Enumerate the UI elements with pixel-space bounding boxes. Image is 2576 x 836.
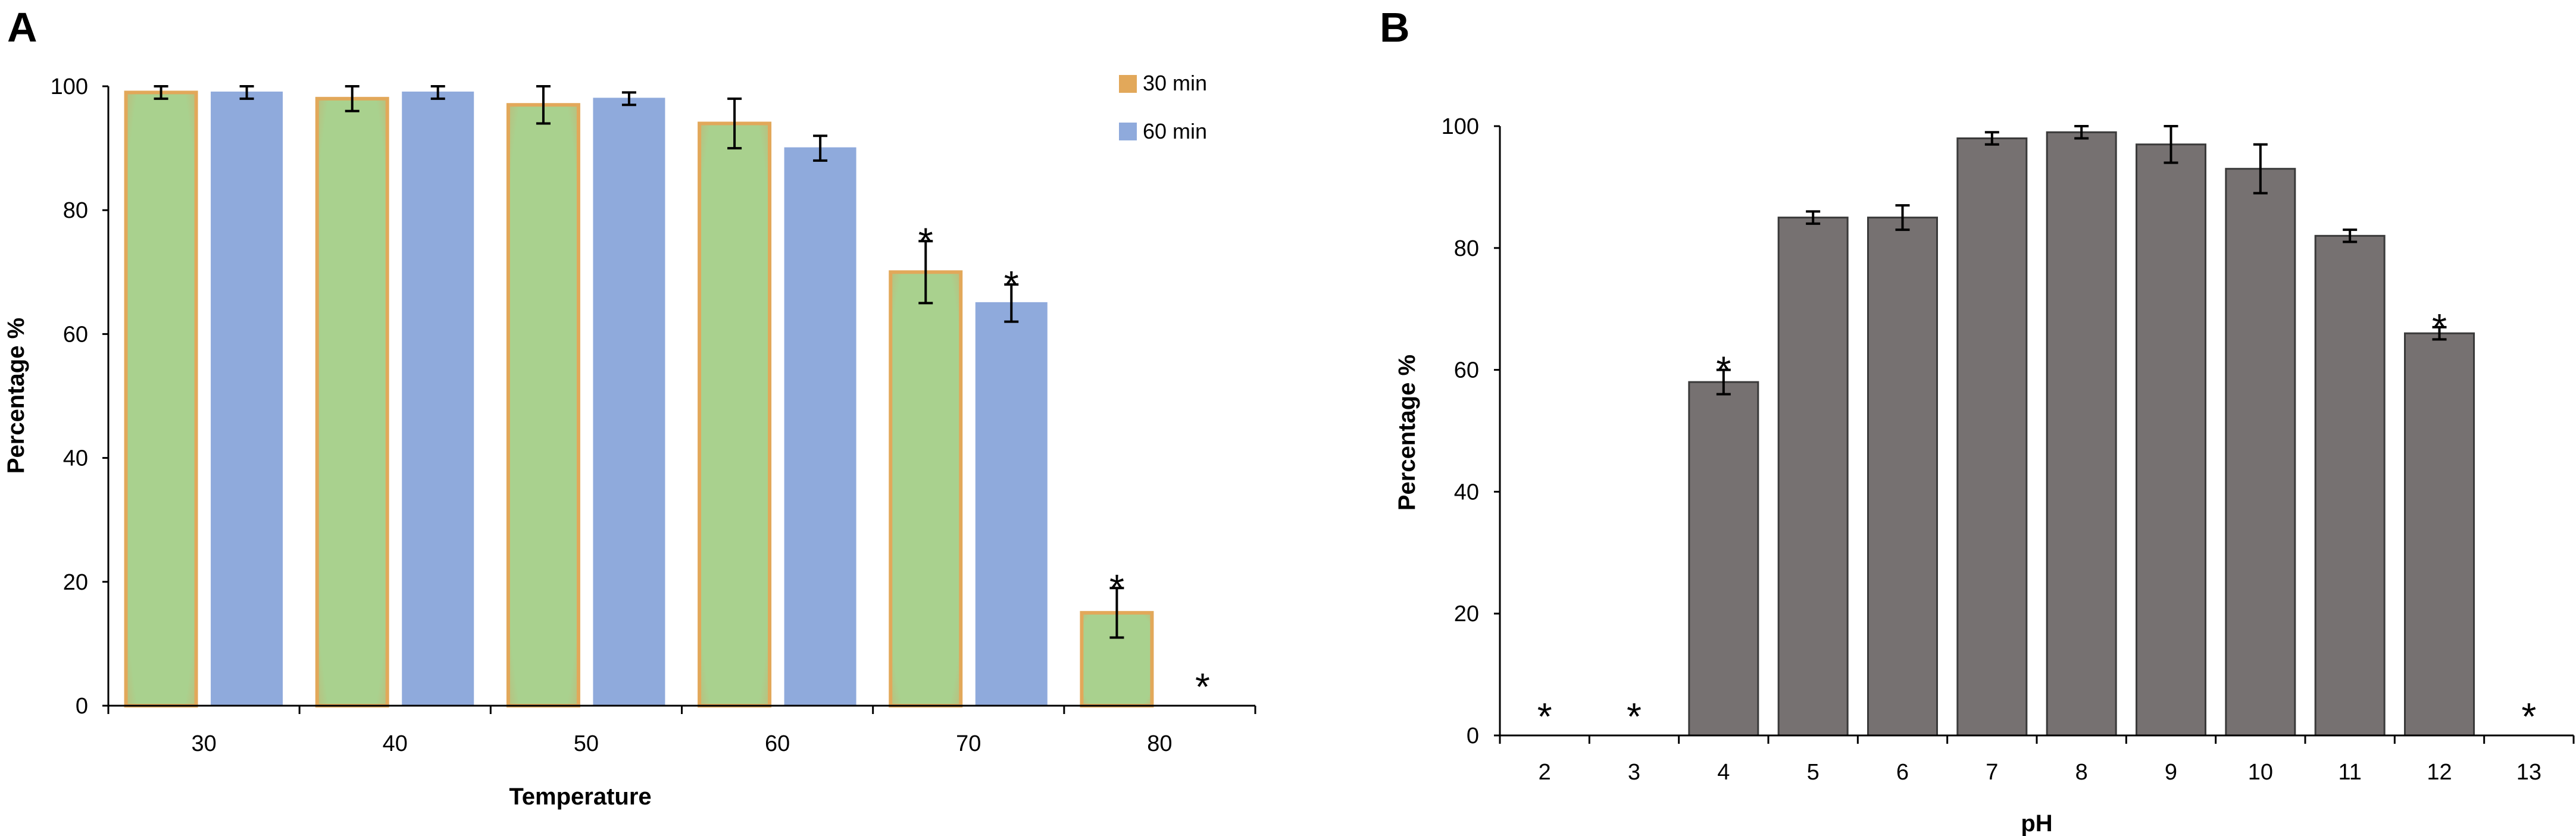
y-tick-label: 0: [1467, 724, 1479, 749]
panel-a: A * * * * 0 20 40 60 80 100 30 40 50 60 70 80 Tempera…: [3, 4, 1256, 810]
bar: [211, 91, 283, 707]
x-tick-label: 5: [1807, 760, 1820, 785]
panel-a-y-axis: 0 20 40 60 80 100: [51, 74, 110, 719]
x-tick-label: 40: [383, 731, 408, 756]
y-tick-label: 80: [1454, 236, 1479, 261]
x-tick-label: 3: [1628, 760, 1640, 785]
y-tick-label: 40: [63, 446, 88, 471]
bar: [1688, 381, 1759, 737]
y-tick-label: 100: [51, 74, 88, 99]
bar: [1867, 217, 1938, 737]
y-tick-label: 60: [63, 322, 88, 347]
significance-mark: *: [2432, 306, 2447, 349]
legend-label-60-min: 60 min: [1143, 119, 1207, 143]
panel-a-bars: [124, 90, 1154, 708]
legend-label-30-min: 30 min: [1143, 71, 1207, 95]
panel-a-y-axis-title: Percentage %: [3, 318, 29, 474]
panel-a-x-axis: 30 40 50 60 70 80: [107, 705, 1256, 756]
panel-b: B * * * * * 0 20 40 60 80 100 2 3 4 5 6 7 8 9 10 11 12 13 pH…: [1380, 4, 2575, 836]
bar: [315, 96, 389, 707]
panel-b-letter: B: [1380, 4, 1410, 51]
x-tick-label: 80: [1147, 731, 1172, 756]
significance-mark: *: [1195, 665, 1210, 708]
x-tick-label: 2: [1539, 760, 1551, 785]
bar: [2314, 234, 2386, 737]
x-tick-label: 4: [1717, 760, 1730, 785]
x-tick-label: 7: [1986, 760, 1998, 785]
bar: [784, 147, 856, 707]
bar: [506, 103, 580, 708]
bar: [975, 302, 1048, 707]
bar: [889, 270, 963, 707]
panel-b-y-axis-title: Percentage %: [1394, 355, 1420, 511]
x-tick-label: 60: [765, 731, 790, 756]
significance-mark: *: [2521, 695, 2536, 738]
x-tick-label: 10: [2248, 760, 2273, 785]
significance-mark: *: [1627, 695, 1642, 738]
bar: [2046, 131, 2117, 737]
panel-b-error-bars: [1716, 125, 2447, 396]
significance-mark: *: [1537, 695, 1552, 738]
legend-swatch-60-min: [1119, 123, 1137, 140]
x-tick-label: 6: [1896, 760, 1909, 785]
bar: [2404, 332, 2475, 737]
panel-b-significance-marks: * * * * *: [1537, 306, 2537, 738]
x-tick-label: 12: [2427, 760, 2452, 785]
bar: [1777, 217, 1849, 737]
y-tick-label: 20: [1454, 602, 1479, 627]
y-tick-label: 20: [63, 570, 88, 595]
x-tick-label: 50: [574, 731, 599, 756]
significance-mark: *: [1109, 566, 1124, 609]
bar: [698, 121, 772, 707]
y-tick-label: 100: [1442, 114, 1479, 139]
legend-swatch-30-min: [1119, 75, 1137, 93]
significance-mark: *: [918, 220, 933, 262]
panel-a-error-bars: [154, 85, 1124, 639]
x-tick-label: 70: [956, 731, 981, 756]
panel-b-y-axis: 0 20 40 60 80 100: [1442, 114, 1501, 749]
bar: [1956, 137, 2028, 737]
panel-b-bars: [1688, 131, 2475, 737]
y-tick-label: 0: [76, 694, 88, 719]
panel-a-significance-marks: * * * *: [918, 220, 1210, 708]
y-tick-label: 40: [1454, 480, 1479, 505]
x-tick-label: 30: [191, 731, 216, 756]
significance-mark: *: [1004, 263, 1019, 306]
bar: [2136, 143, 2206, 737]
y-tick-label: 80: [63, 198, 88, 223]
x-tick-label: 13: [2516, 760, 2541, 785]
bar: [593, 98, 665, 707]
bar: [124, 90, 198, 707]
significance-mark: *: [1716, 349, 1731, 392]
panel-a-x-axis-title: Temperature: [509, 784, 651, 810]
y-tick-label: 60: [1454, 358, 1479, 383]
panel-b-x-axis: 2 3 4 5 6 7 8 9 10 11 12 13: [1499, 734, 2575, 785]
x-tick-label: 11: [2338, 760, 2361, 785]
bar: [402, 91, 474, 707]
bar: [2225, 168, 2296, 737]
x-tick-label: 9: [2165, 760, 2177, 785]
x-tick-label: 8: [2075, 760, 2088, 785]
panel-b-x-axis-title: pH: [2021, 810, 2052, 836]
panel-a-letter: A: [7, 4, 37, 51]
panel-a-legend: 30 min 60 min: [1119, 71, 1207, 143]
